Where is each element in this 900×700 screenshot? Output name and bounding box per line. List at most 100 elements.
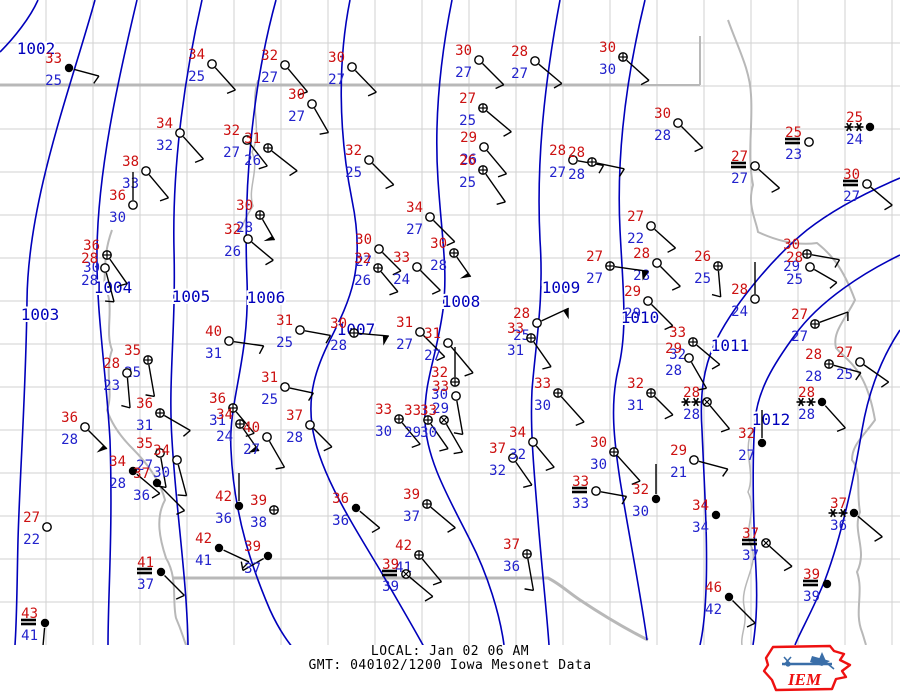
dewpoint-value: 30 [153,465,170,481]
isobar-line [96,0,138,645]
dewpoint-value: 27 [843,189,860,205]
isobar-line [752,254,900,645]
iowa-outline [762,644,852,692]
dewpoint-value: 31 [627,398,644,414]
temperature-value: 37 [742,526,759,542]
temperature-value: 33 [45,51,62,67]
dewpoint-value: 30 [632,504,649,520]
dewpoint-value: 27 [738,448,755,464]
dewpoint-value: 39 [803,589,820,605]
temperature-value: 30 [599,40,616,56]
dewpoint-value: 23 [785,147,802,163]
temperature-value: 32 [224,222,241,238]
isobar-label: 1010 [621,308,660,327]
dewpoint-value: 27 [243,442,260,458]
temperature-value: 36 [136,396,153,412]
dewpoint-value: 27 [288,109,305,125]
temperature-value: 46 [705,580,722,596]
dewpoint-value: 30 [599,62,616,78]
temperature-value: 30 [328,50,345,66]
dewpoint-value: 39 [382,579,399,595]
dewpoint-value: 42 [705,602,722,618]
temperature-value: 25 [785,125,802,141]
temperature-value: 28 [513,306,530,322]
isobar-line [170,0,203,645]
temperature-value: 42 [195,531,212,547]
temperature-value: 32 [431,365,448,381]
isobar-line [612,0,648,641]
temperature-value: 39 [403,487,420,503]
dewpoint-value: 23 [103,378,120,394]
isobar-label: 1012 [752,410,791,429]
temperature-value: 28 [633,246,650,262]
dewpoint-value: 27 [549,165,566,181]
dewpoint-value: 28 [798,407,815,423]
temperature-value: 27 [586,249,603,265]
temperature-value: 33 [572,474,589,490]
dewpoint-value: 41 [21,628,38,644]
isobar-label: 1009 [542,278,581,297]
temperature-value: 28 [511,44,528,60]
dewpoint-value: 29 [783,259,800,275]
temperature-value: 31 [244,131,261,147]
dewpoint-value: 33 [122,176,139,192]
iem-logo: IEM [762,644,852,692]
dewpoint-value: 28 [683,407,700,423]
temperature-value: 28 [798,385,815,401]
isobar-label: 1011 [711,336,750,355]
dewpoint-value: 27 [261,70,278,86]
dewpoint-value: 27 [791,329,808,345]
dewpoint-value: 24 [216,429,233,445]
temperature-value: 36 [332,491,349,507]
dewpoint-value: 31 [136,418,153,434]
temperature-value: 29 [670,443,687,459]
dewpoint-value: 37 [244,561,261,577]
isobar-label: 1005 [172,287,211,306]
dewpoint-value: 27 [223,145,240,161]
dewpoint-value: 24 [393,272,410,288]
temperature-value: 34 [406,200,423,216]
dewpoint-value: 25 [459,175,476,191]
dewpoint-value: 25 [786,272,803,288]
